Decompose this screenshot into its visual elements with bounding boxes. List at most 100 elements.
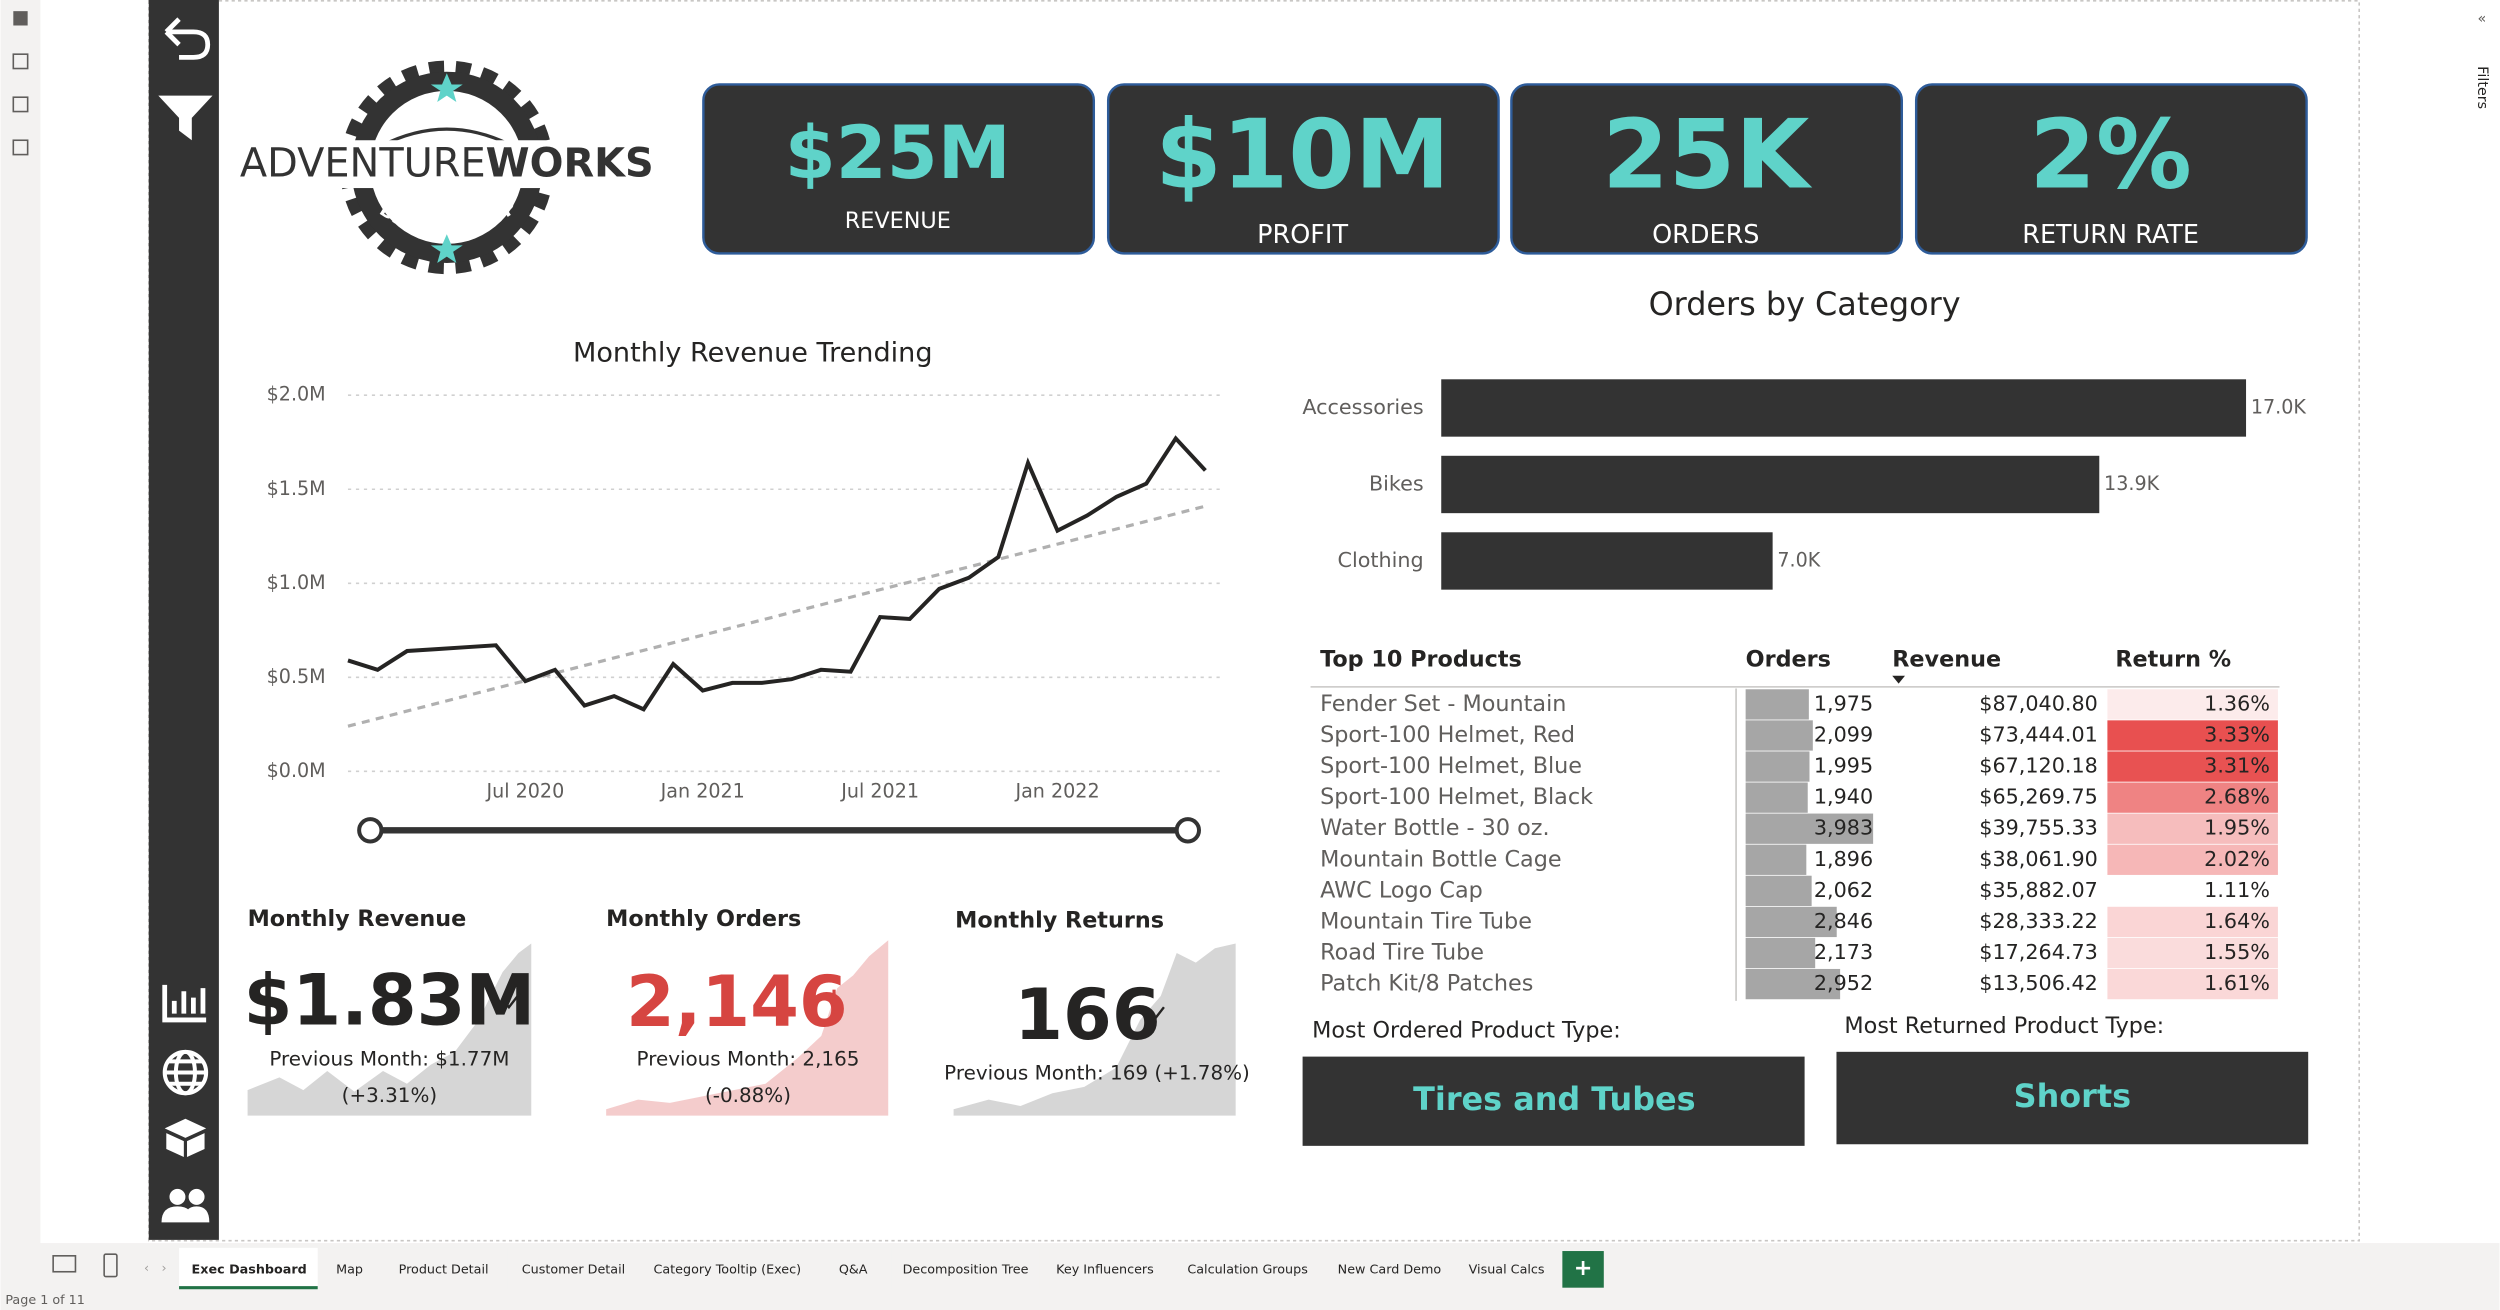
return-heat-cell (2107, 751, 2278, 782)
dax-view-icon[interactable] (12, 139, 29, 156)
y-tick-label: $0.0M (267, 759, 326, 782)
page-tab-label[interactable]: Customer Detail (522, 1263, 625, 1278)
date-slider-handle[interactable] (357, 817, 384, 844)
tab-prev[interactable]: ‹ (144, 1261, 149, 1276)
page-tab-label[interactable]: Exec Dashboard (192, 1263, 307, 1278)
kpi-label: RETURN RATE (2022, 220, 2199, 250)
x-tick-label: Jan 2021 (660, 780, 745, 803)
card-title: Monthly Orders (606, 906, 801, 932)
kpi-value: $10M (1155, 98, 1450, 210)
product-name: Sport-100 Helmet, Black (1320, 784, 1593, 810)
filter-button[interactable] (158, 95, 213, 141)
date-slider-handle[interactable] (1174, 817, 1201, 844)
bar (1441, 379, 2247, 437)
return-heat-cell (2107, 720, 2278, 751)
back-button[interactable] (164, 17, 211, 60)
orders-data-bar (1745, 751, 1810, 782)
category-label: Clothing (1338, 548, 1424, 572)
y-tick-label: $2.0M (267, 383, 326, 406)
customer-nav-button[interactable] (161, 1188, 210, 1223)
page-tab[interactable] (179, 1247, 318, 1290)
return-heat-cell (2107, 968, 2278, 1000)
orders-cell: 1,975 (1814, 691, 1873, 715)
orders-cell: 2,952 (1814, 971, 1873, 995)
orders-data-bar (1745, 689, 1809, 720)
tab-next[interactable]: › (162, 1261, 167, 1276)
trend-line (347, 504, 1206, 728)
data-label: 17.0K (2251, 395, 2307, 418)
logo-word: WORKS (486, 140, 654, 186)
product-name: Mountain Bottle Cage (1320, 846, 1561, 872)
card-change: (-0.88%) (705, 1084, 791, 1107)
page-tab-label[interactable]: Key Influencers (1056, 1263, 1154, 1278)
kpi-card (702, 83, 1096, 255)
page-tab-label[interactable]: Decomposition Tree (903, 1263, 1029, 1278)
return-heat-cell (2107, 844, 2278, 875)
revenue-cell: $87,040.80 (1979, 691, 2098, 715)
most-ordered-label: Most Ordered Product Type: (1312, 1018, 1621, 1044)
page-tab-label[interactable]: Q&A (839, 1263, 868, 1278)
orders-data-bar (1745, 720, 1813, 751)
page-tab[interactable] (1324, 1247, 1453, 1290)
kpi-value: $25M (785, 111, 1011, 196)
orders-data-bar (1745, 937, 1816, 969)
add-tab-button[interactable] (1562, 1251, 1604, 1288)
revenue-cell: $67,120.18 (1979, 754, 2098, 778)
model-view-icon[interactable] (12, 96, 29, 113)
card-title: Monthly Revenue (248, 906, 467, 932)
page-status: Page 1 of 11 (5, 1293, 85, 1308)
map-nav-button[interactable] (162, 1049, 209, 1096)
most-returned-label: Most Returned Product Type: (1844, 1013, 2164, 1039)
page-tab[interactable] (639, 1247, 814, 1290)
bar (1441, 455, 2100, 514)
data-label: 13.9K (2104, 472, 2160, 495)
card-previous: Previous Month: 2,165 (637, 1047, 860, 1070)
page-tab[interactable] (1039, 1247, 1169, 1290)
kpi-card (1510, 83, 1904, 255)
report-view-icon[interactable] (13, 11, 28, 26)
revenue-cell: $73,444.01 (1979, 722, 2098, 746)
product-name: Road Tire Tube (1320, 940, 1484, 966)
page-tab[interactable] (379, 1247, 506, 1290)
page-tab[interactable] (891, 1247, 1039, 1290)
orders-cell: 1,940 (1814, 785, 1873, 809)
revenue-cell: $39,755.33 (1979, 816, 2098, 840)
table-view-icon[interactable] (12, 53, 29, 70)
card-value: 166 (1014, 974, 1160, 1056)
kpi-card (1914, 83, 2308, 255)
status-check (501, 992, 522, 1010)
card-previous: Previous Month: 169 (+1.78%) (944, 1062, 1250, 1085)
filters-label[interactable]: Filters (2474, 66, 2490, 109)
page-tab[interactable] (1170, 1247, 1324, 1290)
sort-indicator (1892, 675, 1905, 684)
chart-title: Orders by Category (1649, 285, 1961, 323)
page-tab[interactable] (814, 1247, 890, 1290)
page-tab-label[interactable]: Map (336, 1263, 363, 1278)
page-tab[interactable] (1453, 1247, 1558, 1290)
kpi-label: ORDERS (1652, 220, 1759, 250)
page-tab[interactable] (507, 1247, 639, 1290)
card-value: 2,146 (626, 961, 848, 1043)
page-tab-label[interactable]: Product Detail (399, 1263, 489, 1278)
chart-nav-button[interactable] (162, 984, 207, 1023)
mobile-layout-icon[interactable] (103, 1253, 118, 1278)
return-cell: 1.11% (2204, 878, 2270, 902)
app-strip (0, 0, 41, 1310)
product-nav-button[interactable] (164, 1118, 207, 1158)
revenue-cell: $65,269.75 (1979, 785, 2098, 809)
table-header: Return % (2115, 646, 2231, 672)
desktop-layout-icon[interactable] (52, 1255, 77, 1273)
add-tab-label[interactable]: + (1574, 1255, 1593, 1281)
chart-title: Monthly Revenue Trending (573, 337, 933, 368)
collapse-icon[interactable]: « (2478, 11, 2487, 27)
page-tab-label[interactable]: Visual Calcs (1469, 1263, 1545, 1278)
page-tab-label[interactable]: New Card Demo (1338, 1263, 1442, 1278)
x-tick-label: Jul 2021 (840, 780, 919, 803)
category-label: Accessories (1302, 395, 1423, 419)
page-tab[interactable] (319, 1247, 379, 1290)
page-tab-label[interactable]: Calculation Groups (1187, 1263, 1308, 1278)
y-tick-label: $1.0M (267, 571, 326, 594)
filters-pane[interactable] (2462, 0, 2500, 1244)
page-tab-label[interactable]: Category Tooltip (Exec) (653, 1263, 801, 1278)
